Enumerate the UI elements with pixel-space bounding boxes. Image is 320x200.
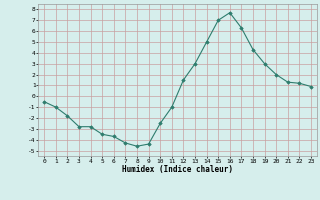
X-axis label: Humidex (Indice chaleur): Humidex (Indice chaleur): [122, 165, 233, 174]
